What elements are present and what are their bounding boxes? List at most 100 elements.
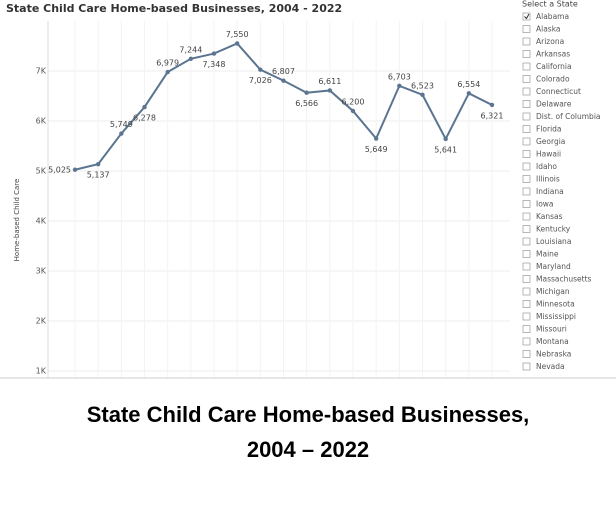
point xyxy=(281,78,286,83)
checkbox[interactable] xyxy=(522,287,531,296)
checkbox[interactable] xyxy=(522,175,531,183)
state-option[interactable]: Arkansas xyxy=(536,50,570,59)
state-option[interactable]: Massachusetts xyxy=(536,275,592,284)
data-label: 6,278 xyxy=(133,114,156,123)
filter-title: Select a State xyxy=(522,0,578,9)
caption-line: State Child Care Home-based Businesses, xyxy=(87,402,530,427)
state-option[interactable]: Iowa xyxy=(536,200,554,209)
checkbox[interactable] xyxy=(522,200,531,208)
state-option[interactable]: Georgia xyxy=(536,137,565,146)
data-label: 5,749 xyxy=(110,120,133,129)
state-option[interactable]: Florida xyxy=(536,125,562,134)
data-label: 6,200 xyxy=(342,98,365,107)
checkbox[interactable] xyxy=(522,212,531,221)
state-option[interactable]: Maryland xyxy=(536,262,571,271)
state-option[interactable]: Mississippi xyxy=(536,312,576,321)
point xyxy=(142,104,147,110)
state-option[interactable]: Colorado xyxy=(536,75,570,84)
data-label: 7,026 xyxy=(249,76,272,85)
checkbox[interactable] xyxy=(522,162,531,171)
y-tick-label: 4K xyxy=(36,217,47,226)
state-option[interactable]: Minnesota xyxy=(536,300,575,309)
point xyxy=(420,92,425,98)
checkbox[interactable] xyxy=(522,87,531,96)
checkbox[interactable] xyxy=(522,300,531,308)
y-tick-label: 2K xyxy=(36,317,47,326)
state-option[interactable]: Hawaii xyxy=(536,150,561,159)
data-label: 7,550 xyxy=(226,30,249,39)
y-tick-label: 7K xyxy=(36,67,47,76)
checkmark xyxy=(524,13,530,20)
point xyxy=(466,91,472,96)
checkbox[interactable] xyxy=(522,37,531,46)
y-axis-label: Home-based Child Care xyxy=(13,179,21,262)
state-option[interactable]: Missouri xyxy=(536,325,567,334)
data-label: 6,321 xyxy=(481,111,504,120)
checkbox[interactable] xyxy=(522,237,531,246)
state-option[interactable]: Arizona xyxy=(536,37,564,46)
caption-line: 2004 – 2022 xyxy=(247,437,369,462)
state-option[interactable]: Nevada xyxy=(536,362,565,371)
state-option[interactable]: Connecticut xyxy=(536,87,581,96)
checkbox[interactable] xyxy=(522,337,531,346)
state-option[interactable]: Dist. of Columbia xyxy=(536,112,601,121)
checkbox[interactable] xyxy=(522,75,531,83)
point xyxy=(258,67,263,72)
state-option[interactable]: Illinois xyxy=(536,175,560,184)
data-label: 6,523 xyxy=(411,81,434,90)
state-option[interactable]: Alabama xyxy=(536,12,569,21)
point xyxy=(397,83,402,89)
data-label: 6,554 xyxy=(457,80,480,89)
checkbox[interactable] xyxy=(522,125,531,133)
checkbox[interactable] xyxy=(522,275,531,283)
checkbox[interactable] xyxy=(522,350,531,358)
checkbox[interactable] xyxy=(522,362,531,371)
dashboard-bg xyxy=(0,0,616,378)
data-label: 5,025 xyxy=(48,165,71,174)
state-option[interactable]: Delaware xyxy=(536,100,572,109)
checkbox[interactable] xyxy=(522,25,531,33)
point xyxy=(350,108,356,114)
point xyxy=(304,90,309,95)
state-option[interactable]: Alaska xyxy=(536,25,561,34)
data-label: 6,566 xyxy=(295,99,318,108)
state-option[interactable]: Indiana xyxy=(536,187,564,196)
checkbox[interactable] xyxy=(522,50,531,58)
y-tick-label: 3K xyxy=(36,267,47,276)
data-label: 7,244 xyxy=(179,45,202,54)
checkbox[interactable] xyxy=(522,325,531,333)
point xyxy=(95,161,101,167)
state-option[interactable]: California xyxy=(536,62,572,71)
checkbox[interactable] xyxy=(522,112,531,121)
data-label: 5,641 xyxy=(434,145,457,154)
checkbox[interactable] xyxy=(522,225,531,233)
point xyxy=(211,51,217,56)
state-option[interactable]: Nebraska xyxy=(536,350,571,359)
checkbox[interactable] xyxy=(522,137,531,146)
state-option[interactable]: Montana xyxy=(536,337,569,346)
checkbox[interactable] xyxy=(522,100,531,108)
checkbox[interactable] xyxy=(522,262,531,271)
state-option[interactable]: Maine xyxy=(536,250,559,259)
checkbox[interactable] xyxy=(522,250,531,258)
checkbox[interactable] xyxy=(522,312,531,321)
checkbox[interactable] xyxy=(522,187,531,196)
data-label: 6,703 xyxy=(388,72,411,81)
data-label: 5,649 xyxy=(365,145,388,154)
y-tick-label: 5K xyxy=(36,167,47,176)
checkbox[interactable] xyxy=(522,62,531,71)
state-option[interactable]: Kentucky xyxy=(536,225,571,234)
checkbox[interactable] xyxy=(522,12,531,21)
state-option[interactable]: Michigan xyxy=(536,287,570,296)
state-option[interactable]: Idaho xyxy=(536,162,557,171)
checkbox[interactable] xyxy=(522,150,531,158)
point xyxy=(443,136,448,142)
state-option[interactable]: Louisiana xyxy=(536,237,571,246)
state-option[interactable]: Kansas xyxy=(536,212,563,221)
point xyxy=(72,167,78,172)
data-label: 6,807 xyxy=(272,67,295,76)
data-label: 6,611 xyxy=(318,77,341,86)
data-label: 6,979 xyxy=(156,59,179,68)
